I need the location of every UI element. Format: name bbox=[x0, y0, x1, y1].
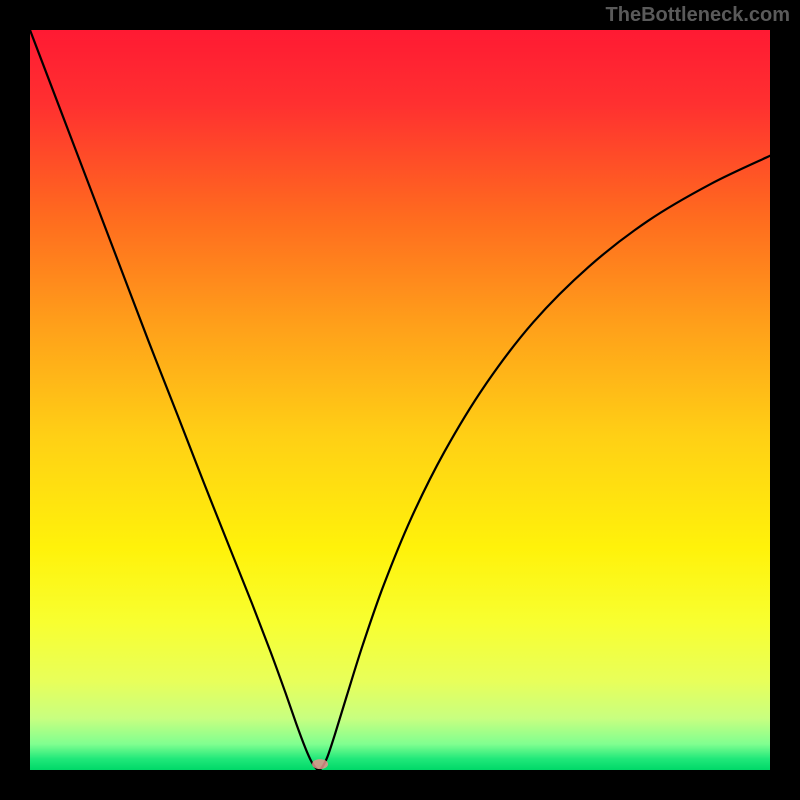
bottleneck-chart: TheBottleneck.com bbox=[0, 0, 800, 800]
optimum-marker bbox=[312, 759, 328, 769]
watermark-text: TheBottleneck.com bbox=[606, 4, 790, 27]
chart-gradient-bg bbox=[30, 30, 770, 770]
chart-svg bbox=[0, 0, 800, 800]
